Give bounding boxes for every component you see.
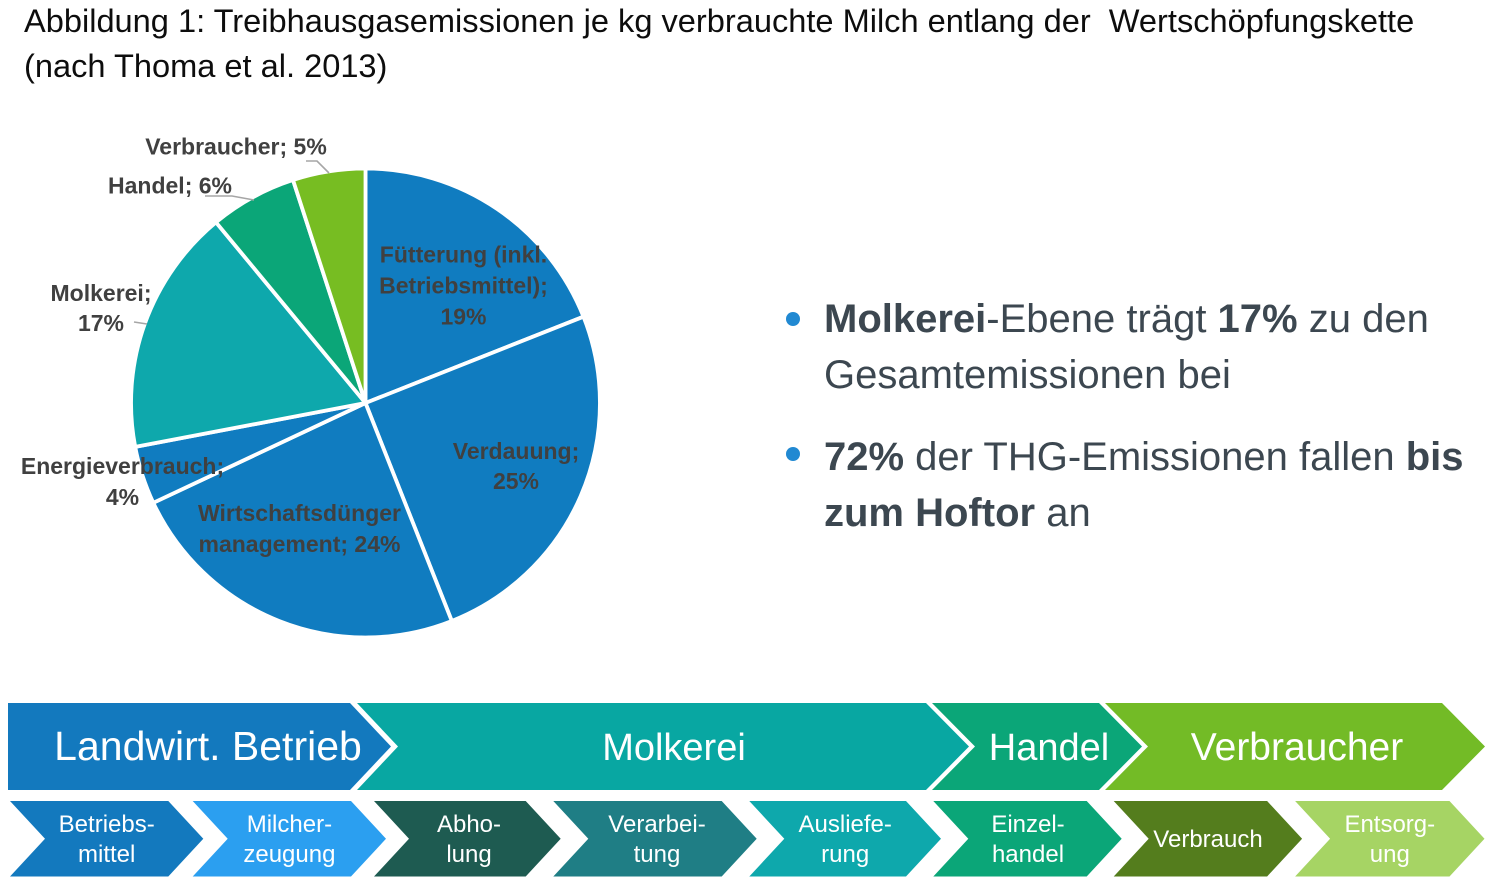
svg-text:Verarbei-: Verarbei-: [608, 811, 705, 838]
svg-text:Handel: Handel: [989, 727, 1109, 769]
svg-text:Milcher-: Milcher-: [247, 811, 332, 838]
svg-text:Verbrauch: Verbrauch: [1153, 826, 1262, 853]
svg-text:Verbraucher: Verbraucher: [1191, 726, 1403, 769]
svg-text:rung: rung: [821, 841, 869, 868]
svg-text:Einzel-: Einzel-: [991, 811, 1064, 838]
svg-text:Abho-: Abho-: [437, 811, 501, 838]
svg-text:ung: ung: [1370, 841, 1410, 868]
svg-text:mittel: mittel: [78, 841, 135, 868]
svg-text:Landwirt. Betrieb: Landwirt. Betrieb: [54, 723, 362, 769]
svg-text:lung: lung: [446, 841, 491, 868]
svg-text:Molkerei: Molkerei: [602, 727, 746, 769]
svg-text:Ausliefe-: Ausliefe-: [799, 811, 892, 838]
svg-text:Entsorg-: Entsorg-: [1344, 811, 1435, 838]
svg-text:zeugung: zeugung: [243, 841, 335, 868]
svg-text:tung: tung: [634, 841, 681, 868]
svg-text:Betriebs-: Betriebs-: [59, 811, 155, 838]
svg-text:handel: handel: [992, 841, 1064, 868]
